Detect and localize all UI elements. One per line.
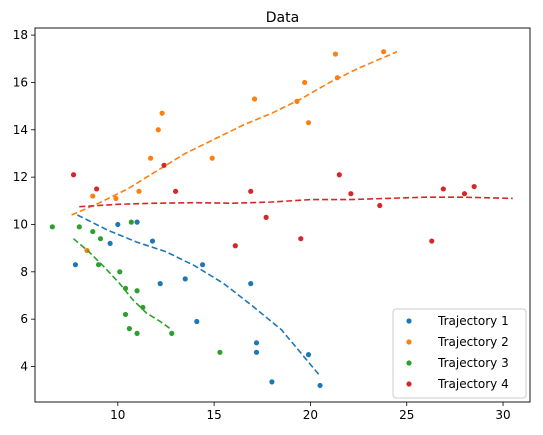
legend-box xyxy=(392,308,527,399)
data-point xyxy=(263,214,269,220)
data-point xyxy=(134,330,140,336)
y-tick-label: 12 xyxy=(13,170,28,184)
trend-line xyxy=(77,214,321,377)
data-point xyxy=(429,238,435,244)
data-point xyxy=(253,349,260,355)
data-point xyxy=(70,172,77,178)
data-point xyxy=(136,188,142,194)
data-point xyxy=(377,202,383,209)
y-tick-label: 10 xyxy=(13,217,28,231)
data-point xyxy=(305,352,312,358)
y-axis: 4 6 8 10 12 14 16 18 xyxy=(13,28,35,373)
series-1 xyxy=(72,214,323,389)
data-point xyxy=(76,224,82,230)
data-point xyxy=(348,191,354,197)
data-point xyxy=(126,326,132,332)
trend-line xyxy=(72,238,173,331)
plot-area xyxy=(49,49,513,389)
y-tick-label: 8 xyxy=(20,265,28,279)
data-point xyxy=(122,311,129,318)
data-point xyxy=(155,127,161,133)
x-tick-label: 25 xyxy=(399,408,414,422)
data-point xyxy=(49,224,55,230)
trend-line xyxy=(71,50,398,216)
data-point xyxy=(107,240,113,247)
data-point xyxy=(134,219,140,225)
series-3 xyxy=(49,219,223,355)
data-point xyxy=(209,155,215,161)
data-point xyxy=(157,281,163,287)
data-point xyxy=(147,155,154,161)
data-point xyxy=(298,236,304,242)
data-point xyxy=(90,228,96,235)
data-point xyxy=(90,193,96,199)
data-point xyxy=(161,162,167,168)
plot-frame xyxy=(34,27,531,403)
data-point xyxy=(336,172,342,178)
legend: Trajectory 1 Trajectory 2 Trajectory 3 Traj… xyxy=(392,308,527,399)
data-point xyxy=(248,188,254,194)
data-point xyxy=(128,219,134,225)
data-point xyxy=(140,304,146,310)
data-point xyxy=(194,318,200,325)
data-point xyxy=(440,186,446,192)
data-point xyxy=(332,51,339,57)
data-point xyxy=(251,96,258,102)
y-tick-label: 6 xyxy=(20,312,28,326)
x-axis: 10 15 20 25 30 xyxy=(110,402,511,422)
legend-label: Trajectory 4 xyxy=(437,377,509,391)
data-point xyxy=(248,281,254,287)
series-2 xyxy=(71,49,398,254)
legend-marker xyxy=(406,360,412,366)
data-point xyxy=(302,79,308,86)
legend-marker xyxy=(406,318,412,324)
trend-line xyxy=(79,196,513,208)
data-point xyxy=(173,188,179,194)
data-point xyxy=(113,195,119,202)
x-tick-label: 15 xyxy=(206,408,221,422)
legend-label: Trajectory 2 xyxy=(437,335,509,349)
data-point xyxy=(217,349,223,355)
legend-label: Trajectory 1 xyxy=(437,314,509,328)
data-point xyxy=(115,221,121,228)
data-point xyxy=(305,120,312,126)
y-tick-label: 14 xyxy=(13,123,28,137)
series-4 xyxy=(70,162,513,249)
data-point xyxy=(317,382,323,389)
data-point xyxy=(232,243,238,249)
data-point xyxy=(381,49,387,55)
data-point xyxy=(159,110,165,116)
legend-marker xyxy=(406,339,412,345)
data-point xyxy=(182,276,188,282)
data-point xyxy=(134,288,140,294)
data-point xyxy=(72,262,79,268)
y-tick-label: 4 xyxy=(20,359,28,373)
data-point xyxy=(94,186,100,192)
legend-marker xyxy=(406,381,412,387)
y-tick-label: 16 xyxy=(13,75,28,89)
chart-title: Data xyxy=(266,10,299,26)
legend-label: Trajectory 3 xyxy=(437,356,509,370)
x-tick-label: 10 xyxy=(110,408,125,422)
data-point xyxy=(199,262,206,268)
x-tick-label: 30 xyxy=(495,408,510,422)
data-point xyxy=(461,191,468,197)
data-point xyxy=(471,183,477,190)
data-point xyxy=(149,238,156,244)
data-point xyxy=(97,236,104,242)
data-point xyxy=(269,379,275,385)
y-tick-label: 18 xyxy=(13,28,28,42)
data-point xyxy=(169,330,175,336)
x-tick-label: 20 xyxy=(303,408,318,422)
data-point xyxy=(117,269,123,275)
data-point xyxy=(253,340,260,346)
